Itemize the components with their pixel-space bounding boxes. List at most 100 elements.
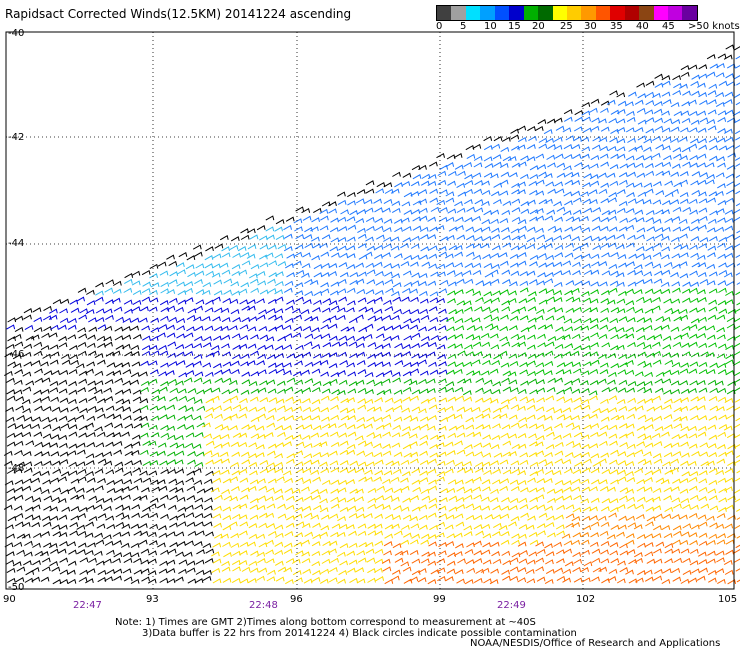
- wind-barb: [654, 117, 664, 123]
- wind-barb: [715, 226, 725, 232]
- wind-barb: [391, 273, 400, 279]
- wind-barb: [653, 181, 662, 187]
- wind-barb: [157, 261, 167, 267]
- wind-barb: [130, 523, 140, 529]
- wind-barb: [103, 558, 112, 564]
- wind-barb: [618, 433, 628, 439]
- wind-barb: [383, 335, 392, 342]
- wind-barb: [420, 423, 429, 429]
- wind-barb: [70, 515, 80, 521]
- wind-barb: [600, 398, 609, 404]
- wind-barb: [475, 280, 485, 286]
- wind-barb: [691, 568, 700, 574]
- wind-barb: [375, 424, 385, 430]
- wind-barb: [696, 379, 706, 386]
- time-label: 22:48: [249, 600, 278, 611]
- wind-barb: [427, 560, 437, 566]
- wind-barb: [268, 362, 277, 368]
- wind-barb: [259, 512, 268, 518]
- wind-barb: [473, 155, 483, 161]
- wind-barb: [673, 334, 683, 340]
- wind-barb: [355, 496, 364, 502]
- wind-barb: [239, 324, 249, 330]
- wind-barb: [706, 368, 716, 375]
- wind-barb: [419, 440, 428, 446]
- wind-barb: [600, 521, 610, 527]
- wind-barb: [472, 269, 482, 276]
- wind-barb: [169, 297, 178, 304]
- wind-barb: [582, 506, 592, 512]
- wind-barb: [619, 495, 628, 501]
- wind-barb: [310, 514, 320, 520]
- wind-barb: [185, 406, 194, 412]
- wind-barb: [456, 234, 466, 240]
- wind-barb: [186, 485, 196, 491]
- wind-barb: [376, 325, 386, 332]
- wind-barb: [438, 251, 448, 257]
- wind-barb: [678, 136, 688, 142]
- wind-barb: [367, 341, 377, 348]
- wind-barb: [382, 342, 391, 349]
- wind-barb: [133, 477, 143, 483]
- wind-barb: [249, 479, 259, 485]
- wind-barb: [419, 450, 428, 456]
- wind-barb: [139, 415, 148, 422]
- wind-barb: [376, 181, 386, 188]
- wind-barb: [23, 551, 33, 557]
- wind-barb: [328, 300, 338, 306]
- wind-barb: [77, 530, 87, 537]
- wind-barb: [58, 531, 68, 538]
- wind-barb: [250, 371, 260, 377]
- wind-barb: [391, 314, 400, 321]
- wind-barb: [147, 570, 157, 576]
- wind-barb: [511, 533, 520, 539]
- wind-barb: [259, 244, 269, 250]
- wind-barb: [480, 332, 490, 339]
- wind-barb: [132, 289, 142, 296]
- wind-barb: [238, 432, 248, 438]
- wind-barb: [526, 398, 535, 404]
- wind-barb: [230, 461, 240, 468]
- wind-barb: [651, 305, 661, 311]
- wind-barb: [96, 335, 106, 341]
- wind-barb: [41, 557, 51, 563]
- wind-barb: [454, 513, 464, 519]
- wind-barb: [708, 395, 718, 402]
- wind-barb: [166, 568, 176, 574]
- wind-barb: [519, 287, 529, 293]
- wind-barb: [464, 217, 473, 223]
- wind-barb: [501, 550, 511, 556]
- wind-barb: [32, 497, 42, 503]
- wind-barb: [500, 314, 509, 320]
- wind-barb: [77, 287, 87, 293]
- wind-barb: [473, 188, 483, 194]
- wind-barb: [412, 225, 422, 231]
- wind-barb: [535, 153, 545, 159]
- wind-barb: [60, 489, 70, 495]
- wind-barb: [24, 514, 34, 520]
- wind-barb: [537, 119, 547, 125]
- wind-barb: [599, 226, 609, 232]
- wind-barb: [84, 532, 94, 538]
- wind-barb: [220, 425, 230, 431]
- wind-barb: [319, 461, 328, 467]
- wind-barb: [616, 298, 626, 304]
- wind-barb: [193, 398, 203, 404]
- wind-barb: [606, 99, 616, 105]
- wind-barb: [698, 191, 707, 197]
- wind-barb: [249, 498, 259, 504]
- wind-barb: [474, 207, 484, 213]
- wind-barb: [13, 389, 23, 395]
- wind-barb: [590, 359, 600, 365]
- wind-barb: [339, 341, 348, 347]
- wind-barb: [475, 568, 485, 574]
- wind-barb: [403, 532, 412, 538]
- wind-barb: [673, 110, 683, 117]
- wind-barb: [536, 523, 546, 529]
- wind-barb: [534, 315, 544, 321]
- wind-barb: [481, 549, 491, 555]
- wind-barb: [411, 317, 421, 324]
- wind-barb: [419, 290, 428, 297]
- wind-barb: [347, 567, 356, 573]
- wind-barb: [105, 469, 115, 475]
